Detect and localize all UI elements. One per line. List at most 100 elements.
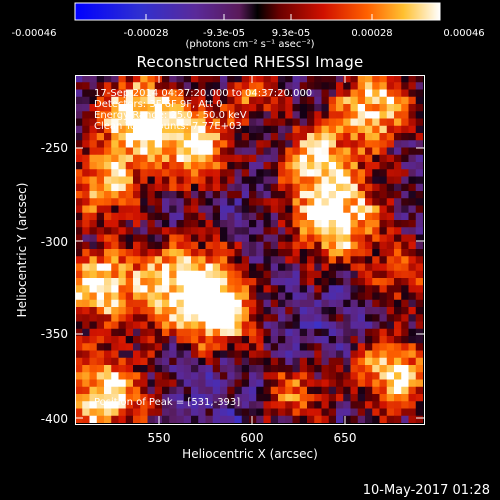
- heatmap-cell: [321, 336, 330, 344]
- heatmap-cell: [220, 154, 228, 163]
- heatmap-cell: [125, 227, 134, 235]
- heatmap-cell: [343, 133, 351, 141]
- heatmap-cell: [343, 183, 351, 192]
- heatmap-cell: [96, 285, 105, 293]
- heatmap-cell: [198, 104, 206, 112]
- heatmap-cell: [191, 104, 199, 112]
- heatmap-cell: [372, 270, 380, 279]
- heatmap-cell: [147, 328, 156, 337]
- heatmap-cell: [133, 234, 141, 243]
- heatmap-cell: [96, 343, 105, 351]
- heatmap-cell: [96, 241, 105, 250]
- heatmap-cell: [372, 263, 380, 272]
- heatmap-cell: [234, 394, 243, 402]
- heatmap-cell: [183, 278, 192, 286]
- heatmap-cell: [169, 336, 177, 344]
- heatmap-cell: [379, 176, 388, 185]
- heatmap-cell: [278, 183, 286, 192]
- heatmap-cell: [205, 140, 214, 148]
- heatmap-cell: [343, 270, 351, 279]
- heatmap-cell: [394, 104, 402, 112]
- heatmap-cell: [241, 176, 250, 185]
- heatmap-cell: [75, 75, 83, 83]
- heatmap-cell: [191, 96, 199, 105]
- heatmap-cell: [256, 357, 264, 366]
- heatmap-cell: [205, 234, 214, 243]
- heatmap-cell: [82, 111, 90, 119]
- heatmap-cell: [408, 96, 417, 105]
- heatmap-cell: [299, 249, 308, 257]
- heatmap-cell: [321, 270, 330, 279]
- heatmap-cell: [241, 212, 250, 221]
- heatmap-cell: [75, 285, 83, 293]
- heatmap-cell: [292, 82, 301, 90]
- heatmap-cell: [234, 82, 243, 90]
- heatmap-cell: [408, 183, 417, 192]
- heatmap-cell: [234, 307, 243, 315]
- heatmap-cell: [162, 162, 170, 170]
- heatmap-cell: [111, 357, 119, 366]
- heatmap-cell: [205, 147, 214, 156]
- heatmap-cell: [140, 133, 148, 141]
- heatmap-cell: [408, 241, 417, 250]
- heatmap-cell: [278, 386, 286, 395]
- heatmap-cell: [140, 75, 148, 83]
- heatmap-cell: [133, 314, 141, 322]
- heatmap-cell: [307, 350, 315, 359]
- heatmap-cell: [89, 212, 98, 221]
- heatmap-cell: [285, 183, 293, 192]
- heatmap-cell: [372, 278, 380, 286]
- heatmap-cell: [379, 118, 388, 127]
- heatmap-cell: [140, 147, 148, 156]
- heatmap-cell: [104, 307, 112, 315]
- heatmap-cell: [140, 220, 148, 228]
- heatmap-cell: [176, 394, 185, 402]
- heatmap-cell: [314, 386, 322, 395]
- heatmap-cell: [75, 408, 83, 417]
- heatmap-cell: [140, 198, 148, 206]
- heatmap-cell: [357, 278, 366, 286]
- heatmap-cell: [350, 408, 359, 417]
- heatmap-cell: [343, 176, 351, 185]
- heatmap-cell: [198, 169, 206, 177]
- heatmap-cell: [415, 372, 423, 380]
- heatmap-cell: [379, 401, 388, 409]
- heatmap-cell: [176, 125, 185, 134]
- heatmap-cell: [82, 415, 90, 423]
- heatmap-cell: [220, 234, 228, 243]
- heatmap-cell: [154, 263, 163, 272]
- heatmap-cell: [415, 350, 423, 359]
- heatmap-cell: [154, 212, 163, 221]
- heatmap-cell: [307, 321, 315, 330]
- heatmap-cell: [89, 183, 98, 192]
- heatmap-cell: [256, 321, 264, 330]
- heatmap-cell: [408, 212, 417, 221]
- heatmap-cell: [75, 183, 83, 192]
- heatmap-cell: [292, 321, 301, 330]
- heatmap-cell: [118, 147, 127, 156]
- heatmap-cell: [111, 220, 119, 228]
- heatmap-cell: [147, 169, 156, 177]
- heatmap-cell: [241, 133, 250, 141]
- heatmap-cell: [133, 111, 141, 119]
- heatmap-cell: [176, 111, 185, 119]
- heatmap-cell: [147, 118, 156, 127]
- heatmap-cell: [415, 263, 423, 272]
- heatmap-cell: [162, 263, 170, 272]
- heatmap-cell: [133, 205, 141, 214]
- heatmap-cell: [314, 241, 322, 250]
- heatmap-cell: [408, 314, 417, 322]
- heatmap-cell: [234, 75, 243, 83]
- heatmap-cell: [350, 89, 359, 98]
- heatmap-cell: [227, 212, 235, 221]
- heatmap-cell: [278, 401, 286, 409]
- heatmap-cell: [183, 365, 192, 373]
- heatmap-cell: [220, 401, 228, 409]
- heatmap-cell: [292, 176, 301, 185]
- heatmap-cell: [176, 147, 185, 156]
- heatmap-cell: [111, 343, 119, 351]
- heatmap-cell: [292, 169, 301, 177]
- heatmap-cell: [118, 169, 127, 177]
- heatmap-cell: [379, 343, 388, 351]
- heatmap-cell: [147, 96, 156, 105]
